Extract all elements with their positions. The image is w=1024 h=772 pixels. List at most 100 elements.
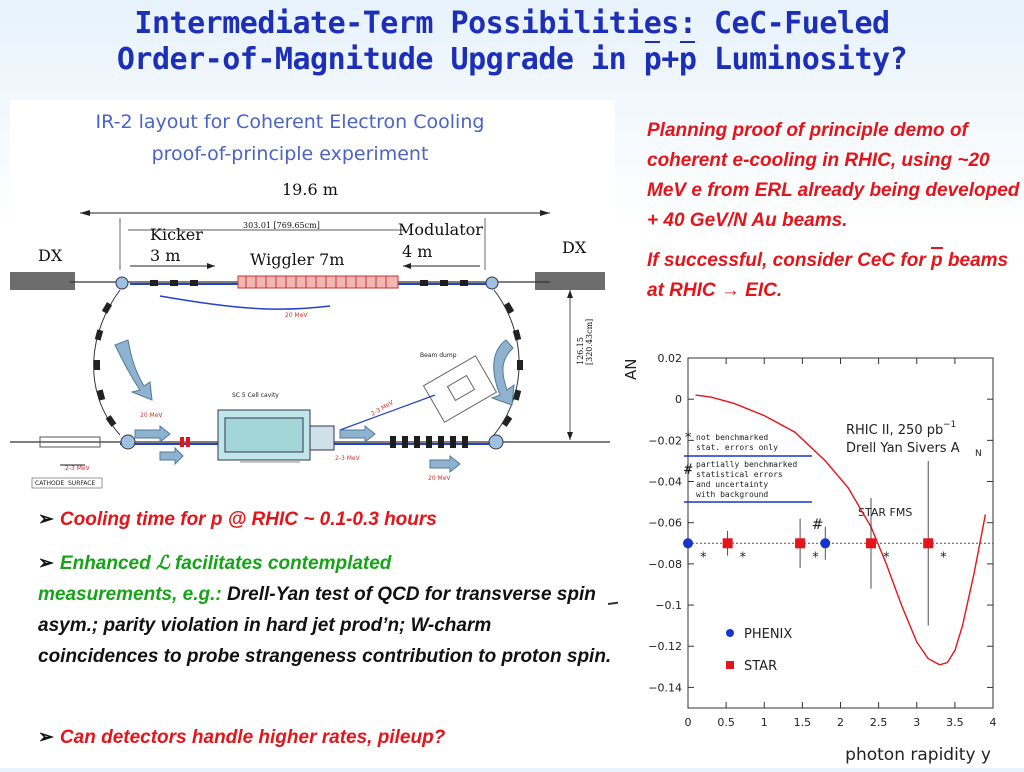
rhic-annotation-sup: −1 [943,420,956,430]
note-star-symbol: * [684,430,692,446]
title-line-2: Order-of-Magnitude Upgrade in p+p Lumino… [0,41,1024,78]
sivers-asymmetry-chart: photon rapidity y AN 0 0.5 1 1.5 2 2.5 3 3.5 4 0.0… [622,352,997,765]
kicker-label: Kicker [150,225,203,244]
hash-marker: # [812,517,824,533]
x-axis-label: photon rapidity y [845,745,991,765]
x-tick-label: 3 [913,716,920,729]
y-tick-label: −0.06 [648,517,682,530]
note-star-line-2: stat. errors only [696,443,778,452]
point-note-mark: * [940,550,947,565]
x-tick-label: 1.5 [794,716,812,729]
y-tick-label: −0.08 [648,558,682,571]
slide-title: Intermediate-Term Possibilities: CeC-Fue… [0,6,1024,78]
modulator-label: Modulator [398,220,483,239]
cavity-label: SC 5 Cell cavity [232,392,279,399]
point-note-mark: * [740,550,747,565]
antiproton-symbol-2: p [678,41,697,77]
title-line-2-prefix: Order-of-Magnitude Upgrade in [116,42,644,77]
bullet-2-detail: Drell-Yan test of QCD for transverse spi… [38,584,612,667]
phenix-point [683,538,693,549]
chart-ticks: 0 0.5 1 1.5 2 2.5 3 3.5 4 0.02 0 −0.02 −0.04 −0.06 −0.… [648,352,996,729]
title-line-2-suffix: Luminosity? [696,42,908,77]
bullet-arrow-icon: ➢ [38,509,54,530]
bullet-2-mid: facilitates contemplated [169,553,392,574]
note-hash-symbol: # [684,462,693,478]
star-point [923,538,934,549]
bullet-1: ➢ Cooling time for p @ RHIC ~ 0.1-0.3 hou… [38,504,613,535]
antiproton-symbol: p [643,41,662,77]
star-point [795,538,806,549]
x-tick-label: 1 [761,716,768,729]
y-tick-label: −0.02 [648,434,682,447]
star-point [866,538,876,549]
note-hash-line-1: partially benchmarked [696,460,797,469]
luminosity-symbol: ℒ [156,553,170,574]
wiggler-label: Wiggler 7m [250,250,345,269]
bullet-3-text: Can detectors handle higher rates, pileu… [59,727,446,748]
vertical-dimension-label: 126.15 [320.43cm] [576,318,594,365]
chart-panel: photon rapidity y AN 0 0.5 1 1.5 2 2.5 3 3.5 4 0.0… [618,340,1024,768]
phenix-point [820,538,831,549]
x-tick-label: 4 [990,716,997,729]
energy-label-20mev-c: 20 MeV [428,475,451,482]
legend-phenix-label: PHENIX [744,627,792,642]
y-tick-label: −0.12 [648,640,682,653]
note-hash-line-3: and uncertainty [696,480,768,489]
y-axis-label: AN [622,359,640,380]
point-note-mark: * [812,550,819,565]
surface-label: SURFACE [68,480,96,487]
legend-star-label: STAR [744,659,777,674]
cathode-label: CATHODE [35,480,65,487]
legend-phenix-marker [726,629,734,637]
plot-frame [687,357,994,709]
length-19-6m: 19.6 m [282,180,338,199]
modulator-length: 4 m [402,242,433,261]
right-note-2-suffix: beams at RHIC → EIC. [647,250,1009,301]
chart-notes: RHIC II, 250 pb −1 Drell Yan Sivers A N STAR… [684,420,982,674]
y-tick-label: −0.04 [648,476,682,489]
star-point [722,538,733,549]
sivers-curve [695,394,987,666]
antiproton-symbol-3: p [931,246,943,276]
layout-caption-line-1: IR-2 layout for Coherent Electron Coolin… [95,111,485,133]
x-tick-label: 2.5 [870,716,888,729]
y-tick-label: −0.1 [655,599,682,612]
star-fms-label: STAR FMS [858,506,912,519]
beam-dump-label: Beam dump [420,352,457,359]
energy-label-2-3mev-c: 2-3 MeV [335,455,360,462]
legend-star-marker [726,661,734,669]
bullet-list: ➢ Cooling time for p @ RHIC ~ 0.1-0.3 hou… [26,500,616,762]
y-tick-label: −0.14 [648,681,682,694]
x-tick-label: 2 [837,716,844,729]
bullet-3: ➢ Can detectors handle higher rates, pile… [38,722,613,753]
note-hash-line-4: with background [696,490,768,499]
layout-caption-line-2: proof-of-principle experiment [151,143,429,165]
chart-marks: * * * * * # [683,394,993,666]
ir2-layout-diagram [10,210,610,489]
y-tick-label: 0 [675,393,682,406]
right-note-2-prefix: If successful, consider CeC for [647,250,932,271]
right-notes: Planning proof of principle demo of cohe… [647,116,1022,316]
dx-left-label: DX [38,246,63,265]
bullet-2-line-2: measurements, e.g.: [38,584,228,605]
right-note-1: Planning proof of principle demo of cohe… [647,120,1020,231]
dx-right-label: DX [562,238,587,257]
ir2-layout-panel: IR-2 layout for Coherent Electron Coolin… [10,100,615,495]
x-tick-label: 3.5 [946,716,964,729]
title-line-1: Intermediate-Term Possibilities: CeC-Fue… [134,6,890,41]
bullet-arrow-icon: ➢ [38,727,54,748]
plus-sign: + [661,42,679,77]
energy-label-20mev-a: 20 MeV [285,312,308,319]
right-note-2: If successful, consider CeC for p beams … [647,246,1022,306]
bullet-1-text: Cooling time for p @ RHIC ~ 0.1-0.3 hour… [59,509,437,530]
bullet-arrow-icon: ➢ [38,553,54,574]
rhic-annotation-sub: N [975,449,982,459]
rhic-annotation-line-1: RHIC II, 250 pb [846,423,943,438]
bullet-2-prefix: Enhanced [59,553,156,574]
rhic-annotation-line-2: Drell Yan Sivers A [846,441,960,456]
inner-length-label: 303.01 [769.65cm] [243,221,320,230]
energy-label-2-3mev-b: 2-3 MeV [65,465,90,472]
energy-label-20mev-b: 20 MeV [140,412,163,419]
note-star-line-1: not benchmarked [696,433,768,442]
y-tick-label: 0.02 [658,352,683,365]
